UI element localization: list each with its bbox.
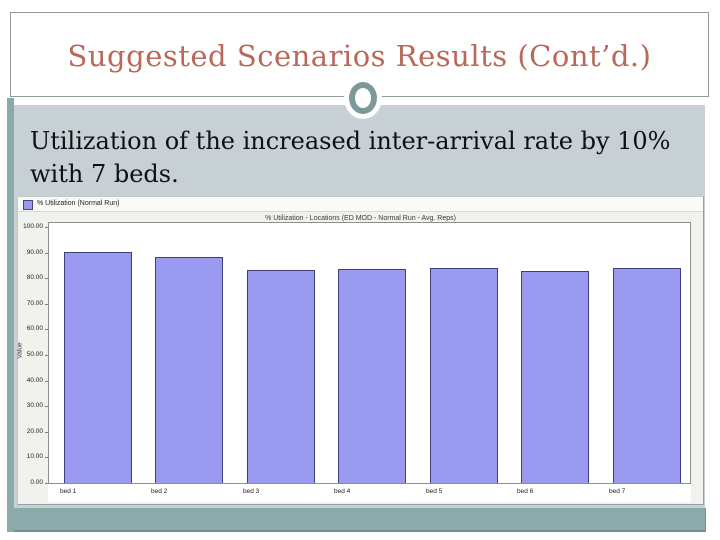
y-tick-label: 20.00 — [26, 427, 43, 435]
x-tick-label: bed 1 — [60, 488, 77, 495]
content-panel: Utilization of the increased inter-arriv… — [14, 105, 705, 508]
left-accent-strip — [7, 98, 14, 532]
y-tick-mark — [45, 329, 48, 331]
y-tick-label: 50.00 — [26, 351, 43, 358]
x-tick-label: bed 2 — [151, 488, 168, 495]
y-axis: 0.00 10.00 20.00 30.00 40.00 50.00 60.00 70.00 8… — [18, 222, 48, 486]
x-tick-label: bed 5 — [426, 488, 443, 495]
slide-title: Suggested Scenarios Results (Cont’d.) — [67, 39, 652, 73]
y-tick-mark — [45, 252, 48, 254]
y-tick-mark — [45, 278, 48, 280]
y-tick-mark — [45, 431, 48, 433]
y-tick-label: 70.00 — [26, 299, 43, 307]
chart-window: % Utilization (Normal Run) % Utilization… — [17, 196, 704, 505]
x-tick-label: bed 4 — [334, 488, 351, 495]
body-text: Utilization of the increased inter-arriv… — [30, 127, 671, 188]
y-tick-label: 100.00 — [23, 223, 43, 230]
bar-bed-6 — [521, 271, 589, 483]
plot-area: bed 1 bed 2 bed 3 bed 4 bed 5 bed 6 bed 7 — [48, 222, 691, 502]
y-tick-mark — [45, 483, 48, 484]
x-tick-label: bed 6 — [517, 488, 534, 495]
y-tick-mark — [45, 406, 48, 408]
y-tick-label: 0.00 — [30, 479, 43, 486]
bar-bed-3 — [247, 270, 315, 483]
bar-bed-4 — [338, 269, 406, 483]
bar-bed-7 — [613, 268, 681, 483]
divider-circle-ornament — [349, 82, 377, 114]
y-tick-mark — [45, 303, 48, 305]
y-tick-label: 10.00 — [26, 453, 43, 461]
x-tick-label: bed 7 — [609, 488, 626, 495]
bar-bed-1 — [64, 252, 132, 483]
chart-legend: % Utilization (Normal Run) — [18, 197, 703, 212]
y-tick-label: 90.00 — [26, 248, 43, 256]
x-axis-labels: bed 1 bed 2 bed 3 bed 4 bed 5 bed 6 bed 7 — [48, 488, 691, 500]
legend-label: % Utilization (Normal Run) — [37, 200, 120, 207]
y-tick-label: 60.00 — [26, 325, 43, 333]
y-tick-label: 80.00 — [26, 274, 43, 282]
bar-bed-2 — [155, 257, 223, 483]
bar-bed-5 — [430, 268, 498, 483]
legend-swatch-icon — [23, 200, 33, 210]
y-tick-mark — [45, 227, 48, 228]
y-tick-label: 40.00 — [26, 376, 43, 384]
chart-title: % Utilization - Locations (ED MOD - Norm… — [265, 215, 456, 222]
y-tick-mark — [45, 380, 48, 382]
bottom-accent-band — [14, 508, 706, 532]
y-tick-mark — [45, 457, 48, 459]
x-tick-label: bed 3 — [243, 488, 260, 495]
y-tick-mark — [45, 355, 48, 356]
plot-frame — [48, 222, 691, 484]
y-tick-label: 30.00 — [26, 402, 43, 410]
